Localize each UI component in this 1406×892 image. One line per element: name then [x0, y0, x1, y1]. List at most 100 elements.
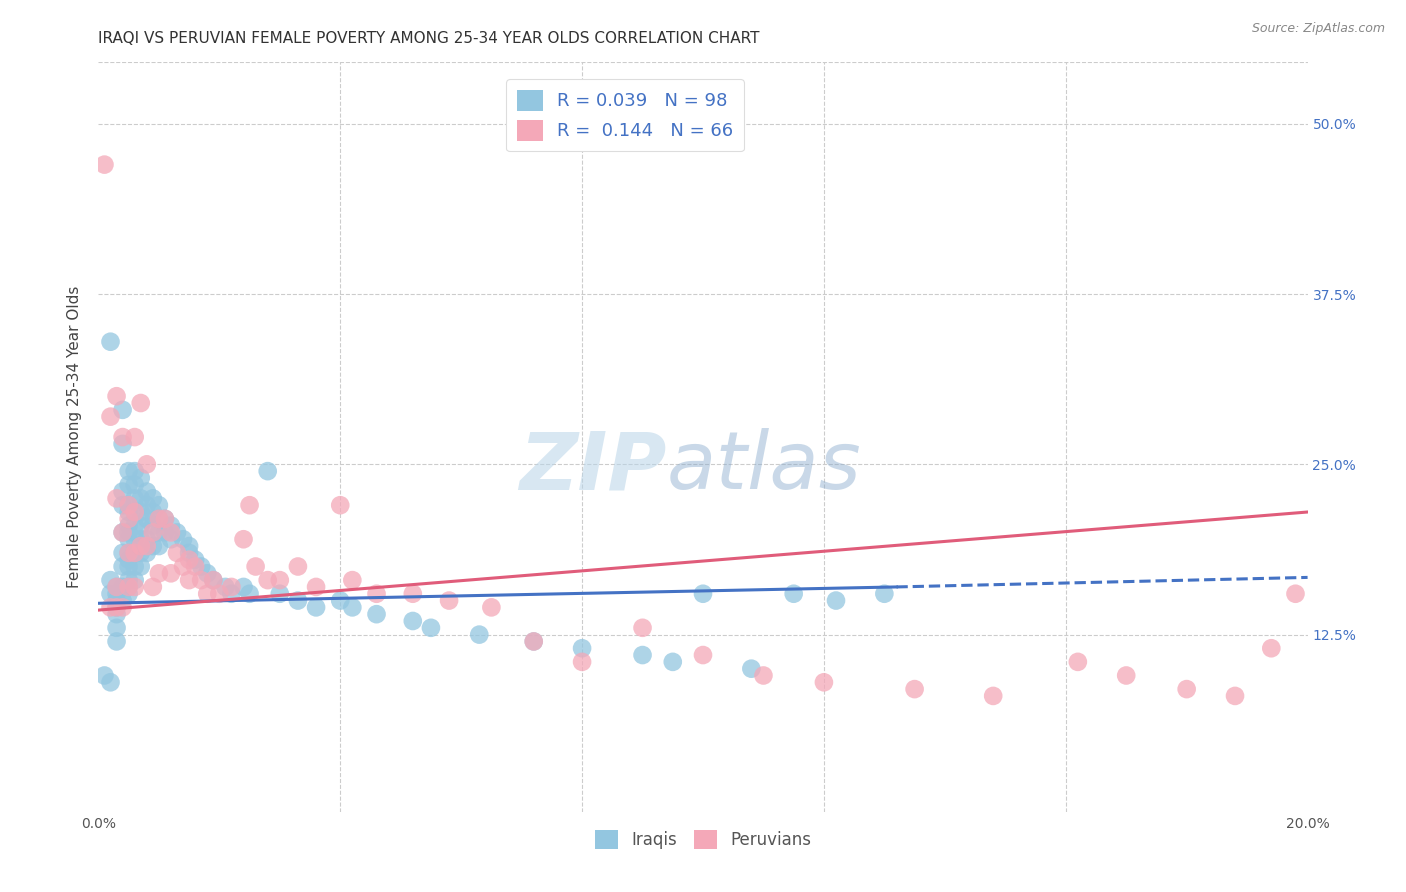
Point	[740, 662, 762, 676]
Point	[571, 655, 593, 669]
Point	[118, 587, 141, 601]
Point	[153, 512, 176, 526]
Point	[342, 600, 364, 615]
Point	[124, 505, 146, 519]
Point	[105, 600, 128, 615]
Point	[420, 621, 443, 635]
Point	[1115, 668, 1137, 682]
Point	[111, 525, 134, 540]
Point	[124, 533, 146, 547]
Point	[124, 505, 146, 519]
Point	[239, 498, 262, 512]
Point	[148, 512, 170, 526]
Point	[135, 539, 157, 553]
Point	[148, 566, 170, 581]
Point	[148, 498, 170, 512]
Point	[873, 587, 896, 601]
Point	[111, 430, 134, 444]
Point	[111, 402, 134, 417]
Text: atlas: atlas	[666, 428, 862, 506]
Point	[783, 587, 806, 601]
Point	[124, 464, 146, 478]
Point	[100, 600, 122, 615]
Point	[208, 587, 231, 601]
Point	[118, 573, 141, 587]
Point	[1223, 689, 1246, 703]
Point	[195, 566, 218, 581]
Point	[305, 600, 328, 615]
Point	[179, 573, 201, 587]
Point	[118, 512, 141, 526]
Point	[129, 471, 152, 485]
Point	[232, 580, 254, 594]
Point	[523, 634, 546, 648]
Point	[232, 533, 254, 547]
Point	[142, 580, 165, 594]
Point	[118, 505, 141, 519]
Point	[105, 607, 128, 622]
Point	[269, 573, 291, 587]
Point	[166, 525, 188, 540]
Point	[118, 580, 141, 594]
Point	[468, 627, 491, 641]
Point	[111, 600, 134, 615]
Point	[124, 546, 146, 560]
Point	[118, 559, 141, 574]
Point	[239, 587, 262, 601]
Point	[437, 593, 460, 607]
Point	[221, 580, 243, 594]
Point	[142, 491, 165, 506]
Point	[160, 566, 183, 581]
Point	[124, 491, 146, 506]
Point	[118, 498, 141, 512]
Point	[269, 587, 291, 601]
Point	[129, 505, 152, 519]
Point	[135, 533, 157, 547]
Point	[124, 559, 146, 574]
Point	[111, 546, 134, 560]
Point	[287, 559, 309, 574]
Point	[166, 546, 188, 560]
Point	[981, 689, 1004, 703]
Point	[160, 525, 183, 540]
Point	[571, 641, 593, 656]
Point	[142, 505, 165, 519]
Point	[129, 396, 152, 410]
Point	[142, 539, 165, 553]
Point	[129, 491, 152, 506]
Point	[111, 559, 134, 574]
Point	[160, 533, 183, 547]
Point	[111, 437, 134, 451]
Point	[813, 675, 835, 690]
Point	[631, 621, 654, 635]
Point	[118, 580, 141, 594]
Point	[93, 158, 115, 172]
Point	[111, 484, 134, 499]
Point	[342, 573, 364, 587]
Point	[135, 458, 157, 472]
Point	[124, 546, 146, 560]
Point	[142, 518, 165, 533]
Point	[118, 552, 141, 566]
Point	[904, 682, 927, 697]
Point	[160, 518, 183, 533]
Point	[124, 573, 146, 587]
Point	[105, 580, 128, 594]
Point	[287, 593, 309, 607]
Point	[129, 546, 152, 560]
Point	[100, 334, 122, 349]
Point	[329, 593, 352, 607]
Point	[135, 512, 157, 526]
Point	[1067, 655, 1090, 669]
Point	[402, 587, 425, 601]
Point	[148, 539, 170, 553]
Point	[179, 552, 201, 566]
Point	[631, 648, 654, 662]
Point	[825, 593, 848, 607]
Point	[179, 539, 201, 553]
Point	[129, 533, 152, 547]
Point	[124, 580, 146, 594]
Point	[111, 580, 134, 594]
Point	[118, 498, 141, 512]
Point	[366, 607, 388, 622]
